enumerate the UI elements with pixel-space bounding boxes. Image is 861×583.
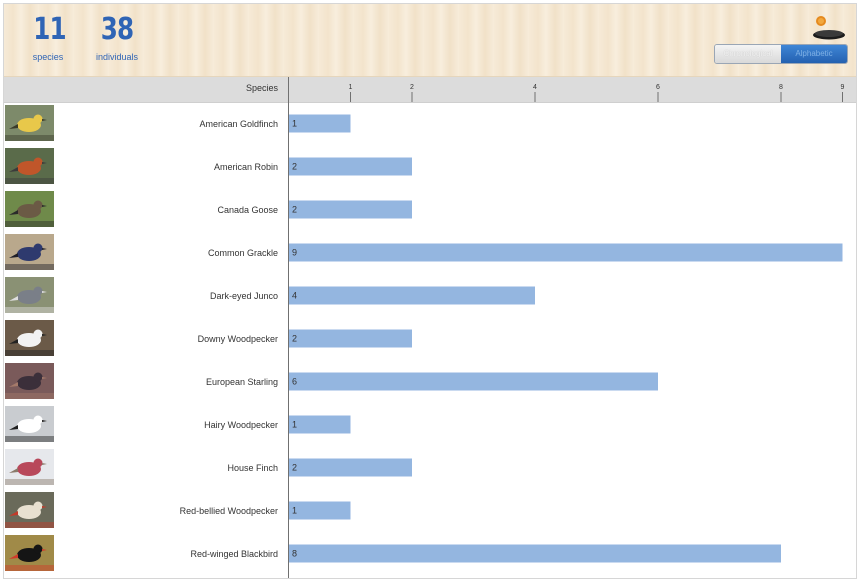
bar-downy-woodpecker[interactable] (289, 329, 412, 348)
species-name: House Finch (227, 463, 278, 473)
species-row: House Finch (4, 447, 856, 490)
species-count: 11 (33, 12, 66, 47)
bar-value-label: 1 (292, 420, 297, 430)
species-row: Downy Woodpecker (4, 318, 856, 361)
canada-goose-photo[interactable] (5, 191, 54, 227)
american-robin-photo[interactable] (5, 148, 54, 184)
species-row: American Goldfinch (4, 103, 856, 146)
species-name: Common Grackle (207, 248, 278, 258)
plot-axis-line (288, 77, 289, 578)
downy-woodpecker-photo[interactable] (5, 320, 54, 356)
species-row: Red-winged Blackbird (4, 533, 856, 576)
column-header: Species (4, 77, 856, 103)
species-column-header: Species (245, 83, 278, 93)
species-name: Dark-eyed Junco (209, 291, 278, 301)
bar-value-label: 9 (292, 248, 297, 258)
bar-value-label: 8 (292, 549, 297, 559)
bar-value-label: 1 (292, 119, 297, 129)
species-name: Hairy Woodpecker (204, 420, 278, 430)
species-name: American Goldfinch (199, 119, 278, 129)
individuals-count: 38 (100, 12, 134, 47)
species-row: Common Grackle (4, 232, 856, 275)
species-label: species (32, 52, 64, 62)
x-tick-label: 9 (841, 84, 845, 91)
sort-alphabetic-button[interactable]: Alphabetic (781, 45, 847, 63)
hairy-woodpecker-photo[interactable] (5, 406, 54, 442)
bar-chart: 1 2 2 9 4 2 6 1 2 1 8 1 2 4 6 8 9 (289, 84, 845, 563)
bar-american-robin[interactable] (289, 157, 412, 176)
bar-american-goldfinch[interactable] (289, 114, 351, 133)
x-tick-label: 8 (779, 84, 783, 91)
bar-red-bellied-woodpecker[interactable] (289, 501, 351, 520)
bar-canada-goose[interactable] (289, 200, 412, 219)
x-tick-label: 4 (533, 84, 537, 91)
red-winged-blackbird-photo[interactable] (5, 535, 54, 571)
species-row: Hairy Woodpecker (4, 404, 856, 447)
species-name: Downy Woodpecker (197, 334, 278, 344)
bar-common-grackle[interactable] (289, 243, 843, 262)
species-row: Dark-eyed Junco (4, 275, 856, 318)
individuals-label: individuals (95, 52, 139, 62)
bar-value-label: 2 (292, 162, 297, 172)
individuals-stat: 38 individuals (90, 14, 144, 63)
species-row: European Starling (4, 361, 856, 404)
bar-value-label: 2 (292, 463, 297, 473)
bar-european-starling[interactable] (289, 372, 658, 391)
x-tick-label: 2 (410, 84, 414, 91)
species-name: Red-winged Blackbird (190, 549, 278, 559)
species-name: Red-bellied Woodpecker (179, 506, 278, 516)
app-window: 11 species 38 individuals Chronological … (3, 3, 857, 579)
species-name: European Starling (205, 377, 278, 387)
bar-value-label: 2 (292, 205, 297, 215)
species-row: Canada Goose (4, 189, 856, 232)
species-row: Red-bellied Woodpecker (4, 490, 856, 533)
american-goldfinch-photo[interactable] (5, 105, 54, 141)
bar-red-winged-blackbird[interactable] (289, 544, 781, 563)
bar-hairy-woodpecker[interactable] (289, 415, 351, 434)
sort-toggle[interactable]: Chronological Alphabetic (714, 44, 848, 64)
sort-chronological-button[interactable]: Chronological (715, 45, 781, 63)
bar-value-label: 6 (292, 377, 297, 387)
red-bellied-woodpecker-photo[interactable] (5, 492, 54, 528)
bar-value-label: 2 (292, 334, 297, 344)
x-tick-label: 6 (656, 84, 660, 91)
species-row: American Robin (4, 146, 856, 189)
european-starling-photo[interactable] (5, 363, 54, 399)
bar-house-finch[interactable] (289, 458, 412, 477)
bar-dark-eyed-junco[interactable] (289, 286, 535, 305)
bar-value-label: 1 (292, 506, 297, 516)
species-name: Canada Goose (217, 205, 278, 215)
common-grackle-photo[interactable] (5, 234, 54, 270)
species-stat: 11 species (30, 12, 67, 63)
house-finch-photo[interactable] (5, 449, 54, 485)
x-tick-label: 1 (349, 84, 353, 91)
header-bar: 11 species 38 individuals Chronological … (4, 4, 856, 77)
feeder-logo-icon (810, 11, 846, 41)
species-name: American Robin (213, 162, 278, 172)
dark-eyed-junco-photo[interactable] (5, 277, 54, 313)
bar-value-label: 4 (292, 291, 297, 301)
